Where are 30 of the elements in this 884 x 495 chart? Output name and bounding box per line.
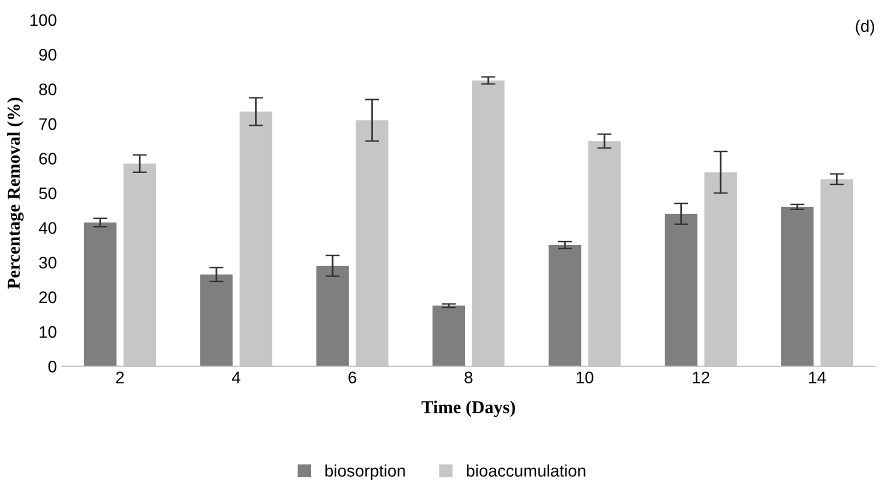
bar [664,214,698,366]
y-tick-label: 50 [39,187,56,200]
x-tick-label: 4 [232,372,240,384]
y-tick-label: 100 [30,14,56,26]
x-tick-label: 14 [809,372,826,384]
y-tick-label: 80 [39,84,56,96]
y-axis-title: Percentage Removal (%) [7,98,24,289]
bar [316,266,349,366]
x-tick-label: 6 [348,372,356,384]
bar [84,222,116,366]
x-tick-label: 8 [464,372,472,384]
x-tick-label: 2 [116,372,124,384]
legend-label: bioaccumulation [466,464,586,477]
y-tick-label: 60 [39,152,56,165]
y-tick-label: 20 [39,291,56,304]
bar [432,306,466,366]
bar [200,274,233,366]
y-tick-label: 90 [39,48,56,61]
y-tick-label: 70 [39,118,56,130]
y-tick-label: 0 [48,360,56,373]
y-tick-label: 40 [38,222,56,234]
legend-label: biosorption [325,464,405,480]
bar [781,206,814,366]
annotation: (d) [856,20,874,36]
x-tick-label: 10 [576,372,594,384]
x-tick-label: 12 [692,372,710,384]
y-tick-label: 10 [40,326,56,338]
bar [548,245,582,366]
x-axis-title: Time (Days) [422,400,515,418]
y-tick-label: 30 [39,256,56,269]
